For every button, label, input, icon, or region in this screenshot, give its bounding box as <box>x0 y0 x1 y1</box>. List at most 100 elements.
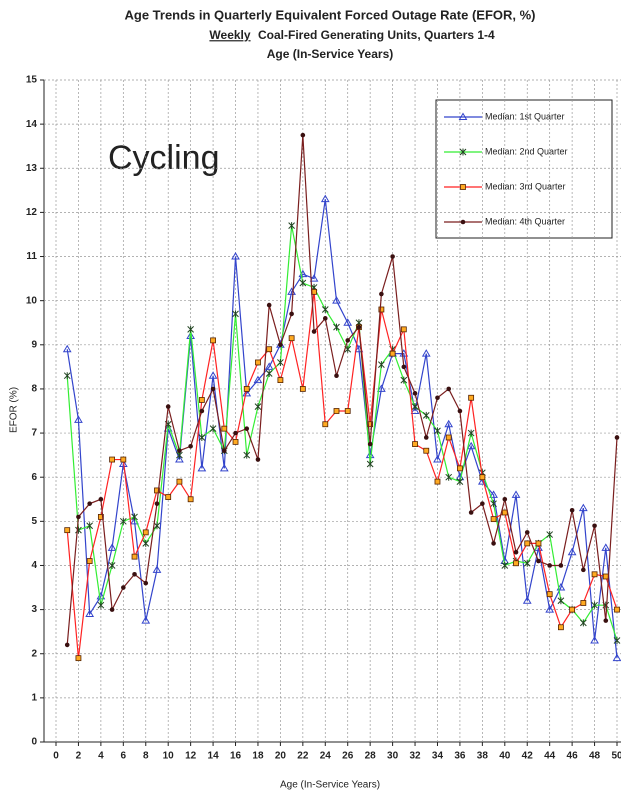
marker <box>457 465 463 472</box>
x-tick-label: 34 <box>432 751 444 762</box>
marker <box>299 386 306 392</box>
y-tick-label: 0 <box>31 737 37 748</box>
marker <box>434 427 441 435</box>
marker <box>264 362 274 370</box>
marker <box>421 349 431 357</box>
marker <box>233 430 238 436</box>
marker <box>187 496 194 503</box>
marker <box>444 419 454 428</box>
marker <box>278 342 283 348</box>
marker <box>86 522 94 530</box>
marker <box>580 600 587 606</box>
y-tick-label: 9 <box>31 339 37 350</box>
x-tick-label: 42 <box>522 751 534 762</box>
marker <box>457 408 463 414</box>
marker <box>186 331 196 339</box>
marker <box>244 426 250 431</box>
marker <box>153 522 161 530</box>
marker <box>209 425 217 433</box>
series-line <box>66 225 618 641</box>
marker <box>592 523 597 529</box>
marker <box>602 573 609 580</box>
marker <box>345 338 351 343</box>
marker <box>333 323 340 331</box>
marker <box>289 311 294 317</box>
marker <box>613 636 621 644</box>
marker <box>480 501 485 506</box>
x-tick-label: 12 <box>185 751 197 762</box>
marker <box>332 296 341 304</box>
marker <box>121 585 126 590</box>
y-tick-label: 15 <box>26 75 38 86</box>
marker <box>466 441 476 450</box>
marker <box>422 411 430 419</box>
marker <box>411 403 419 411</box>
marker <box>458 112 468 120</box>
y-tick-label: 10 <box>26 295 38 306</box>
marker <box>614 606 620 613</box>
y-tick-label: 1 <box>31 693 37 704</box>
marker <box>143 580 149 586</box>
marker <box>231 252 240 260</box>
marker <box>141 616 151 624</box>
x-tick-label: 16 <box>230 751 242 762</box>
marker <box>460 219 466 225</box>
marker <box>131 513 138 521</box>
marker <box>198 397 205 403</box>
marker <box>412 441 418 448</box>
marker <box>107 543 117 551</box>
marker <box>108 561 116 569</box>
marker <box>446 386 452 392</box>
marker <box>64 642 70 648</box>
marker <box>210 386 216 392</box>
marker <box>87 501 92 506</box>
marker <box>400 326 407 333</box>
marker <box>334 373 339 378</box>
x-tick-label: 48 <box>589 751 601 762</box>
marker <box>277 358 284 366</box>
y-tick-label: 7 <box>31 428 37 439</box>
marker <box>545 605 555 613</box>
legend-label: Median: 1st Quarter <box>485 111 565 121</box>
x-tick-label: 20 <box>275 751 287 762</box>
marker <box>558 624 564 631</box>
marker <box>389 350 396 357</box>
marker <box>460 184 466 190</box>
y-axis-label: EFOR (%) <box>9 387 20 433</box>
marker <box>322 316 328 321</box>
y-tick-label: 11 <box>26 251 37 262</box>
marker <box>523 559 531 567</box>
marker <box>63 372 71 380</box>
marker <box>367 441 373 447</box>
marker <box>356 324 362 330</box>
marker <box>456 478 464 486</box>
marker <box>366 460 374 468</box>
x-tick-label: 46 <box>567 751 579 762</box>
marker <box>142 539 150 547</box>
x-tick-label: 30 <box>387 751 399 762</box>
marker <box>322 421 329 428</box>
subtitle2: Age (In-Service Years) <box>267 47 394 61</box>
annotation: Cycling <box>108 139 219 177</box>
marker <box>62 344 72 353</box>
series-line <box>66 199 618 659</box>
marker <box>188 444 193 449</box>
marker <box>590 636 599 644</box>
marker <box>165 494 172 500</box>
marker <box>433 455 442 463</box>
marker <box>581 567 586 573</box>
marker <box>242 388 252 397</box>
marker <box>558 563 564 568</box>
x-tick-label: 38 <box>477 751 489 762</box>
legend-label: Median: 4th Quarter <box>485 216 565 226</box>
marker <box>522 596 532 604</box>
marker <box>255 359 261 366</box>
marker <box>97 601 105 609</box>
marker <box>603 618 609 623</box>
x-tick-label: 8 <box>143 751 149 762</box>
x-tick-label: 22 <box>297 751 309 762</box>
marker <box>467 429 475 437</box>
marker <box>378 306 385 313</box>
marker <box>468 394 475 401</box>
